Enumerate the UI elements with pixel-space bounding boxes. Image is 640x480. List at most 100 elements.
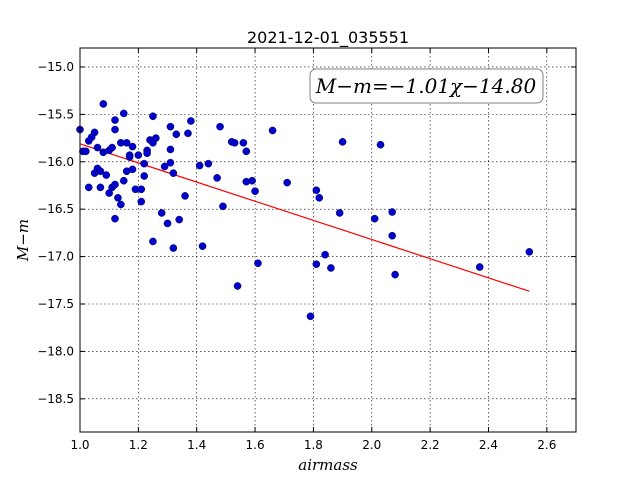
data-point (128, 165, 137, 174)
data-point (111, 116, 119, 124)
data-point (335, 209, 344, 217)
data-point (321, 250, 329, 259)
data-point (391, 270, 399, 279)
data-point (166, 158, 175, 167)
x-tick-label: 1.8 (304, 438, 323, 452)
data-point (82, 147, 90, 156)
data-point (181, 192, 189, 200)
data-point (149, 237, 157, 246)
plot-area (80, 48, 576, 432)
x-tick-label: 1.6 (246, 438, 265, 452)
data-points (76, 100, 534, 321)
data-point (216, 122, 224, 131)
data-point (108, 143, 116, 152)
data-point (219, 202, 227, 211)
data-point (213, 174, 221, 182)
x-tick-label: 2.6 (537, 438, 556, 452)
data-point (137, 197, 146, 206)
data-point (175, 215, 183, 224)
data-point (525, 248, 534, 256)
fit-line (79, 143, 530, 292)
fit-annotation: M−m=−1.01χ−14.80 (309, 68, 544, 104)
x-tick-label: 2.0 (362, 438, 381, 452)
data-point (338, 138, 347, 146)
data-point (248, 176, 256, 185)
data-point (254, 259, 262, 268)
data-point (84, 183, 93, 192)
data-point (117, 200, 125, 209)
data-point (315, 194, 324, 202)
data-point (169, 169, 178, 177)
x-axis-label: airmass (298, 456, 358, 474)
axis-ticks: 1.0 1.2 1.4 1.6 1.8 2.0 2.2 2.4 2.6 −15.0 −15.5 −16… (37, 48, 576, 452)
y-tick-label: −17.0 (37, 250, 74, 264)
data-point (96, 167, 105, 176)
data-point (388, 231, 396, 240)
annotation-box (309, 68, 544, 104)
data-point (111, 214, 119, 223)
data-point (163, 219, 172, 228)
x-tick-label: 1.0 (70, 438, 89, 452)
data-point (172, 130, 181, 139)
data-point (195, 161, 204, 170)
data-point (242, 147, 251, 156)
y-axis-label: M−m (14, 219, 32, 262)
data-point (187, 117, 195, 125)
data-point (370, 214, 379, 223)
data-point (114, 194, 122, 202)
data-point (140, 172, 148, 180)
x-tick-label: 1.4 (187, 438, 206, 452)
y-tick-label: −17.5 (37, 297, 74, 311)
data-point (96, 183, 105, 192)
data-point (102, 171, 111, 179)
data-point (230, 139, 239, 147)
data-point (233, 282, 242, 290)
fit-line-group (79, 143, 530, 292)
grid-lines (80, 48, 576, 432)
data-point (128, 142, 137, 151)
data-point (283, 178, 291, 187)
data-point (388, 208, 396, 216)
data-point (376, 140, 385, 149)
data-point (312, 186, 321, 195)
data-point (157, 209, 166, 217)
y-tick-label: −15.5 (37, 107, 74, 121)
data-point (125, 153, 134, 161)
x-tick-label: 2.4 (479, 438, 498, 452)
data-point (111, 125, 119, 134)
data-point (134, 151, 143, 159)
data-point (93, 143, 102, 152)
y-tick-label: −16.0 (37, 155, 74, 169)
y-tick-label: −18.5 (37, 392, 74, 406)
data-point (152, 134, 160, 142)
data-point (184, 129, 192, 138)
data-point (166, 145, 175, 154)
y-tick-label: −18.0 (37, 344, 74, 358)
y-tick-label: −15.0 (37, 60, 74, 74)
data-point (166, 122, 175, 131)
data-point (198, 242, 207, 250)
data-point (306, 312, 315, 321)
data-point (327, 264, 335, 272)
data-point (137, 185, 146, 194)
data-point (312, 260, 321, 268)
data-point (149, 112, 157, 121)
x-tick-label: 1.2 (129, 438, 148, 452)
data-point (122, 139, 131, 147)
data-point (90, 128, 99, 137)
chart-title: 2021-12-01_035551 (247, 28, 409, 48)
data-point (251, 187, 259, 195)
data-point (204, 159, 213, 168)
data-point (475, 263, 484, 271)
plot-frame (79, 47, 577, 433)
data-point (119, 109, 128, 118)
annotation-text: M−m=−1.01χ−14.80 (315, 74, 537, 98)
x-tick-label: 2.2 (421, 438, 440, 452)
data-point (99, 100, 108, 108)
data-point (119, 176, 128, 185)
y-tick-label: −16.5 (37, 202, 74, 216)
data-point (169, 244, 178, 252)
data-point (160, 162, 169, 171)
data-point (111, 180, 119, 189)
